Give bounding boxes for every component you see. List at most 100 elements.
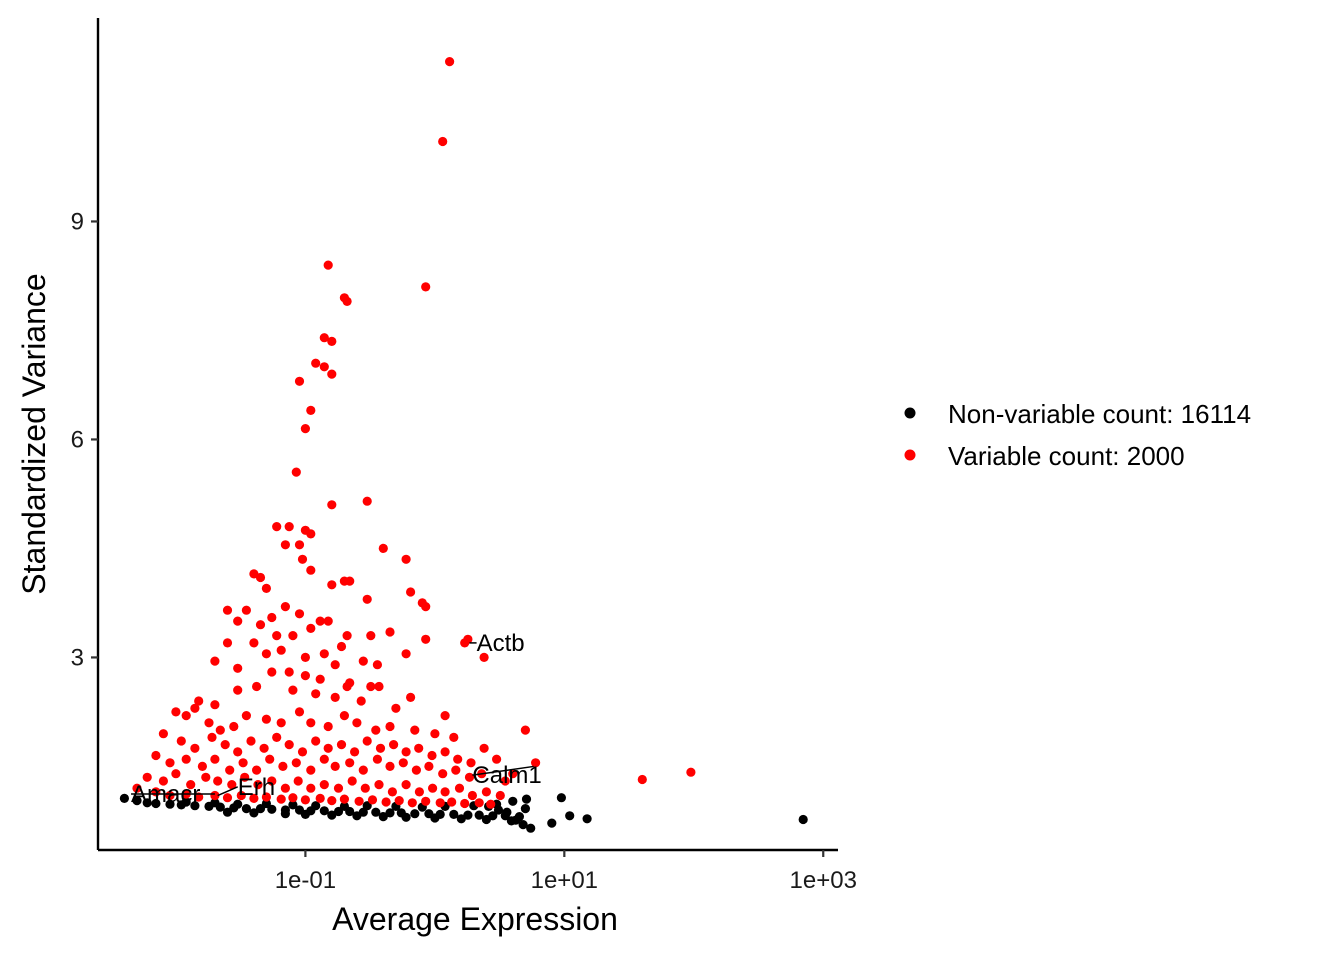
variable-point-109 xyxy=(158,729,168,739)
variable-point-169 xyxy=(240,772,250,782)
variable-point-86 xyxy=(406,692,416,703)
variable-point-150 xyxy=(358,765,368,775)
variable-point-140 xyxy=(225,765,235,775)
nonvariable-point-62 xyxy=(518,820,528,830)
variable-point-54 xyxy=(336,641,347,652)
variable-point-131 xyxy=(453,754,463,764)
variable-point-165 xyxy=(186,780,196,790)
variable-point-83 xyxy=(330,692,340,703)
variable-point-7 xyxy=(327,336,337,346)
variable-point-168 xyxy=(227,780,237,790)
variable-point-81 xyxy=(288,685,298,695)
variable-point-35 xyxy=(421,602,431,612)
nonvariable-point-47 xyxy=(249,808,259,818)
variable-point-132 xyxy=(466,758,476,768)
variable-point-217 xyxy=(486,799,496,809)
annotation-leader-erh xyxy=(217,786,239,797)
variable-point-181 xyxy=(401,780,411,790)
variable-point-71 xyxy=(300,671,310,681)
variable-point-107 xyxy=(430,729,440,739)
variable-point-108 xyxy=(449,732,459,743)
variable-point-2 xyxy=(323,260,333,270)
variable-point-64 xyxy=(421,634,431,644)
nonvariable-point-61 xyxy=(506,816,516,826)
variable-point-74 xyxy=(345,678,355,688)
variable-point-124 xyxy=(362,736,372,746)
variable-point-178 xyxy=(360,783,370,793)
variable-point-141 xyxy=(238,758,248,768)
variable-point-177 xyxy=(347,776,357,786)
nonvariable-point-23 xyxy=(410,809,420,819)
y-axis-ticks: 3 6 9 xyxy=(71,208,98,671)
nonvariable-point-10 xyxy=(241,804,251,814)
series-variable-points xyxy=(132,57,696,809)
legend: Non-variable count: 16114 Variable count… xyxy=(904,399,1251,471)
variable-point-23 xyxy=(378,543,388,554)
variable-point-12 xyxy=(306,405,316,415)
nonvariable-point-51 xyxy=(352,811,362,821)
variable-point-155 xyxy=(424,761,434,772)
variable-point-129 xyxy=(427,750,437,761)
variable-point-116 xyxy=(259,743,269,753)
variable-point-17 xyxy=(272,522,282,532)
variable-point-133 xyxy=(479,743,489,753)
nonvariable-point-45 xyxy=(508,796,518,806)
variable-point-122 xyxy=(336,740,347,750)
variable-point-14 xyxy=(291,467,301,477)
x-tick-label-2: 1e+03 xyxy=(790,867,857,894)
variable-point-189 xyxy=(637,774,647,785)
variable-point-67 xyxy=(479,652,489,663)
variable-point-97 xyxy=(261,714,271,724)
variable-point-76 xyxy=(374,681,384,692)
variable-point-105 xyxy=(385,721,395,732)
variable-point-57 xyxy=(276,645,286,655)
variable-point-201 xyxy=(276,794,286,804)
variable-point-196 xyxy=(210,790,220,801)
legend-key-nonvariable xyxy=(904,407,916,419)
variable-point-3 xyxy=(421,282,431,292)
variable-point-6 xyxy=(319,333,329,343)
annotation-calm1: Calm1 xyxy=(472,762,541,789)
plot-area: Actb Calm1 Amacr Erh xyxy=(119,57,808,833)
variable-point-139 xyxy=(210,754,220,764)
variable-point-179 xyxy=(374,780,384,790)
variable-point-33 xyxy=(406,587,416,597)
nonvariable-point-20 xyxy=(371,807,381,817)
variable-point-180 xyxy=(387,787,397,797)
x-tick-label-0: 1e-01 xyxy=(275,867,336,894)
variable-point-111 xyxy=(190,743,200,753)
variable-point-24 xyxy=(297,554,308,564)
variable-point-39 xyxy=(280,602,290,612)
annotation-amacr: Amacr xyxy=(131,781,200,808)
variable-point-215 xyxy=(460,798,470,809)
variable-point-48 xyxy=(366,631,376,641)
y-tick-label-0: 3 xyxy=(71,644,84,671)
annotation-actb: Actb xyxy=(477,630,525,657)
variable-point-53 xyxy=(249,638,259,648)
variable-point-101 xyxy=(323,721,333,732)
variable-point-210 xyxy=(394,796,404,806)
variable-point-10 xyxy=(327,369,337,379)
variable-point-138 xyxy=(197,761,207,772)
y-tick-label-1: 6 xyxy=(71,426,84,453)
variable-point-186 xyxy=(467,790,477,801)
nonvariable-point-21 xyxy=(385,808,395,818)
variable-point-170 xyxy=(253,780,263,790)
variable-point-49 xyxy=(385,627,395,637)
variable-point-69 xyxy=(267,667,277,677)
variable-point-16 xyxy=(327,500,337,510)
variable-point-157 xyxy=(451,765,461,775)
nonvariable-point-33 xyxy=(210,798,220,808)
annotation-erh: Erh xyxy=(238,774,275,801)
variable-point-58 xyxy=(300,652,310,663)
nonvariable-point-35 xyxy=(261,798,271,809)
variable-point-191 xyxy=(132,783,142,793)
y-axis-title: Standardized Variance xyxy=(16,273,52,594)
variable-point-92 xyxy=(190,703,200,713)
variable-point-20 xyxy=(306,529,316,539)
variable-point-114 xyxy=(233,747,243,757)
nonvariable-point-3 xyxy=(151,798,161,809)
variable-point-117 xyxy=(272,732,282,743)
variable-point-202 xyxy=(288,793,298,803)
variable-point-185 xyxy=(454,783,465,793)
